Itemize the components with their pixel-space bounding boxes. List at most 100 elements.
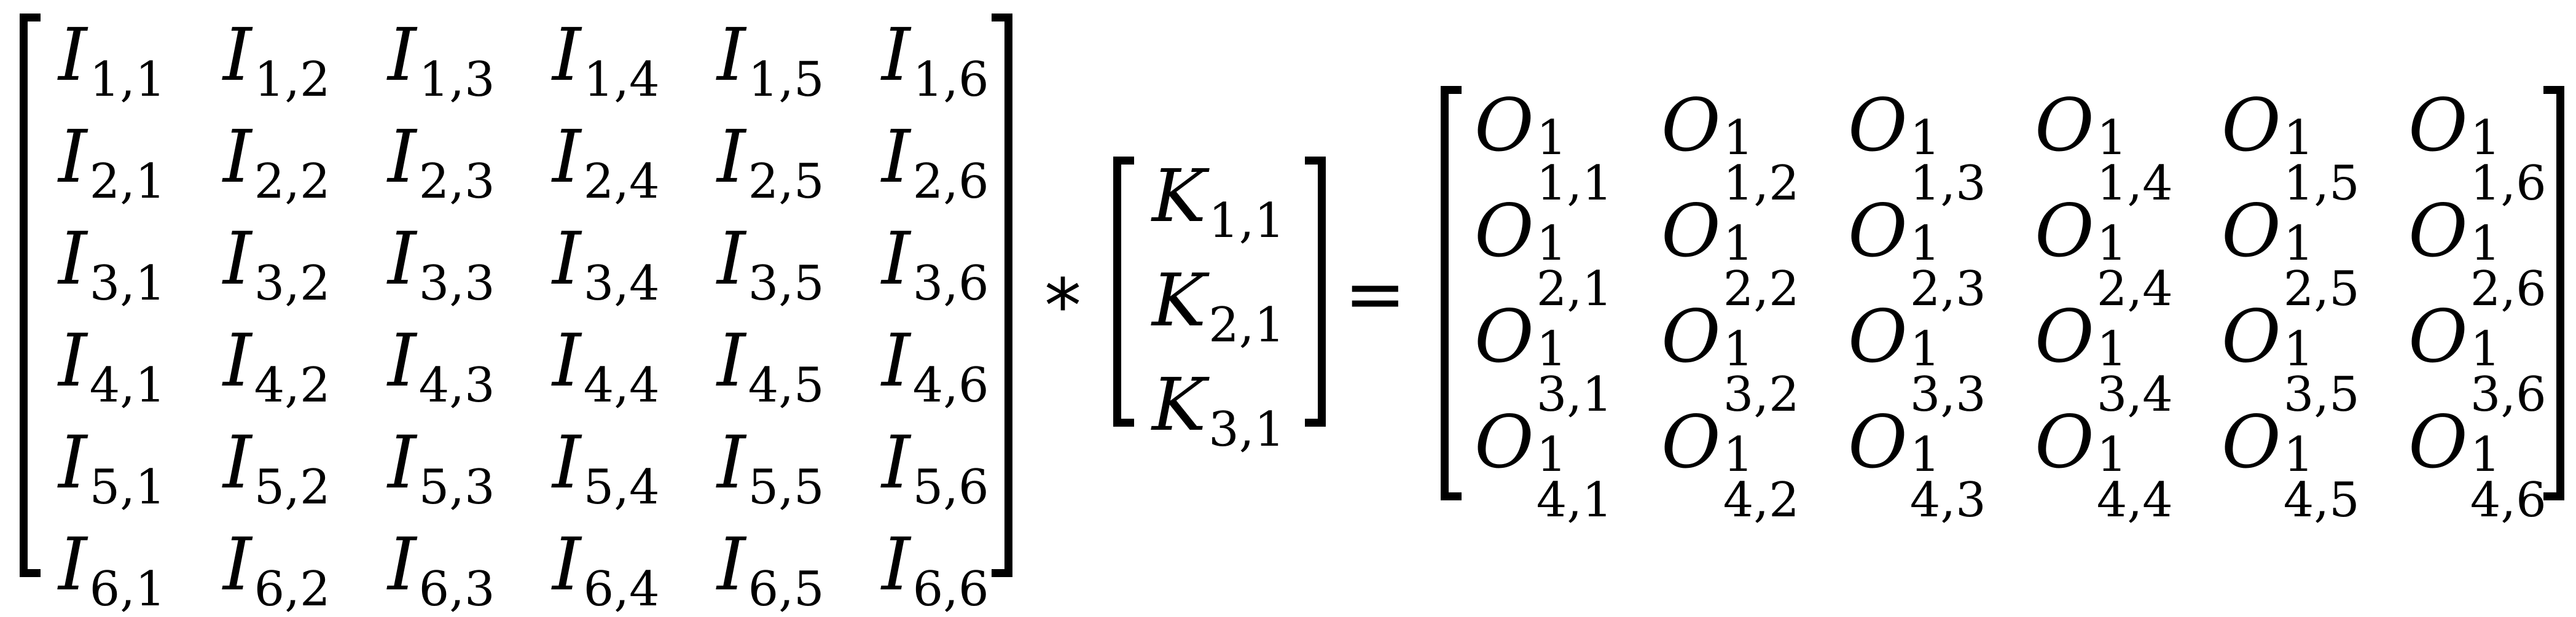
output-entry-subscript: 1,3	[1909, 156, 1986, 212]
kernel-entry-symbol: K	[1152, 362, 1207, 447]
output-entry-symbol: O	[1848, 294, 1908, 379]
input-entry-subscript: 3,2	[254, 256, 331, 311]
kernel-matrix-right-bracket	[1305, 157, 1326, 427]
output-entry: O 1 4,1	[1474, 400, 1613, 524]
input-entry: I3,2	[223, 222, 331, 308]
output-entry-subscript: 1,2	[1723, 156, 1799, 212]
output-entry-symbol: O	[2035, 188, 2094, 273]
output-entry-subscript: 1,1	[1536, 156, 1613, 212]
input-entry: I4,2	[223, 324, 331, 409]
output-entry-subscript: 2,6	[2470, 262, 2547, 317]
convolution-equation: I1,1 I1,2 I1,3 I1,4 I1,5 I1,6 I2,1 I2,2 I2,3 I2,4…	[20, 12, 2564, 613]
output-entry-superscript: 1	[1536, 216, 1567, 271]
input-entry-subscript: 3,4	[583, 256, 660, 311]
output-entry: O 1 4,3	[1848, 400, 1986, 524]
output-entry: O 1 2,1	[1474, 195, 1613, 313]
input-entry: I5,2	[223, 420, 331, 511]
input-entry-symbol: I	[223, 420, 252, 505]
kernel-entry-subscript: 3,1	[1208, 402, 1285, 457]
input-entry-symbol: I	[58, 420, 87, 505]
input-entry: I3,3	[388, 216, 495, 308]
output-entry-subscript: 3,4	[2096, 367, 2173, 423]
input-entry-subscript: 6,3	[418, 562, 495, 617]
input-entry-subscript: 5,3	[418, 460, 495, 515]
kernel-entry-symbol: K	[1152, 258, 1207, 343]
output-entry-scripts: 1 2,4	[2097, 220, 2173, 313]
input-entry: I1,5	[717, 12, 824, 104]
output-entry-symbol: O	[1848, 400, 1908, 484]
input-entry-symbol: I	[882, 522, 910, 607]
output-entry-subscript: 3,3	[1909, 367, 1986, 423]
input-entry: I2,2	[223, 120, 331, 206]
output-entry-symbol: O	[1474, 83, 1534, 168]
output-entry-symbol: O	[2035, 294, 2094, 379]
kernel-entry-symbol: K	[1152, 153, 1207, 238]
output-entry-scripts: 1 4,4	[2096, 431, 2173, 529]
output-entry-subscript: 4,4	[2096, 473, 2173, 529]
output-entry-subscript: 2,1	[1536, 262, 1613, 317]
output-entry-scripts: 1 4,5	[2283, 427, 2360, 524]
input-entry-symbol: I	[388, 216, 417, 301]
output-entry-scripts: 1 2,1	[1536, 216, 1613, 317]
output-entry-symbol: O	[2222, 294, 2281, 379]
input-entry-subscript: 1,2	[254, 52, 331, 107]
kernel-entry: K2,1	[1152, 258, 1285, 349]
output-entry-superscript: 1	[1909, 111, 1941, 166]
input-entry-subscript: 4,5	[748, 358, 824, 413]
output-entry-superscript: 1	[1723, 322, 1754, 377]
input-entry: I5,5	[717, 420, 824, 511]
input-entry: I1,1	[58, 12, 166, 104]
output-entry-superscript: 1	[2470, 427, 2501, 483]
output-entry-symbol: O	[2408, 83, 2468, 168]
output-entry-superscript: 1	[2470, 216, 2501, 271]
output-entry-scripts: 1 4,1	[1537, 431, 1613, 524]
input-entry-symbol: I	[552, 12, 581, 97]
input-entry-symbol: I	[388, 114, 417, 199]
input-entry-symbol: I	[717, 420, 746, 505]
output-entry-scripts: 1 3,4	[2096, 325, 2173, 423]
output-entry: O 1 4,4	[2035, 400, 2173, 524]
output-entry-scripts: 1 1,1	[1536, 114, 1613, 212]
input-entry-symbol: I	[223, 522, 252, 607]
output-entry-scripts: 1 4,2	[1723, 431, 1799, 529]
output-entry-superscript: 1	[2470, 111, 2501, 166]
output-entry-scripts: 1 1,6	[2470, 111, 2547, 212]
output-entry-subscript: 3,6	[2470, 367, 2547, 423]
output-entry-symbol: O	[1848, 83, 1908, 168]
input-entry: I2,5	[717, 114, 824, 206]
output-entry-subscript: 4,2	[1723, 473, 1799, 529]
input-entry-subscript: 2,6	[912, 154, 989, 209]
input-entry-symbol: I	[717, 522, 746, 607]
input-entry-subscript: 5,2	[254, 460, 331, 515]
output-matrix-right-bracket	[2543, 86, 2564, 500]
output-entry: O 1 3,5	[2222, 294, 2360, 419]
input-entry-symbol: I	[717, 114, 746, 199]
input-entry-subscript: 3,5	[748, 256, 824, 311]
input-entry: I4,1	[58, 324, 166, 409]
input-entry-symbol: I	[58, 12, 87, 97]
kernel-entry-subscript: 2,1	[1208, 298, 1285, 353]
output-entry-superscript: 1	[1909, 216, 1941, 271]
input-entry-symbol: I	[58, 216, 87, 301]
output-entry-scripts: 1 3,5	[2284, 325, 2360, 419]
output-entry-subscript: 1,6	[2470, 156, 2547, 212]
input-entry-subscript: 1,4	[583, 52, 660, 107]
output-entry-scripts: 1 1,4	[2097, 114, 2173, 208]
input-entry-symbol: I	[717, 12, 746, 97]
input-entry-symbol: I	[717, 318, 746, 403]
output-entry-symbol: O	[2035, 400, 2094, 484]
output-entry: O 1 2,5	[2222, 195, 2360, 313]
input-entry: I5,6	[882, 426, 989, 511]
output-entry: O 1 3,6	[2408, 300, 2547, 423]
input-entry-subscript: 3,6	[912, 256, 989, 311]
output-entry-symbol: O	[1474, 400, 1534, 484]
output-entry-superscript: 1	[2283, 427, 2314, 483]
input-entry: I1,3	[388, 18, 495, 104]
output-entry-symbol: O	[1474, 294, 1534, 379]
output-entry: O 1 1,1	[1474, 83, 1613, 212]
output-entry: O 1 1,6	[2408, 83, 2547, 212]
input-entry-subscript: 2,1	[89, 154, 166, 209]
input-entry: I6,4	[552, 528, 660, 613]
input-entry-symbol: I	[717, 216, 746, 301]
output-entry-subscript: 2,2	[1723, 262, 1799, 317]
